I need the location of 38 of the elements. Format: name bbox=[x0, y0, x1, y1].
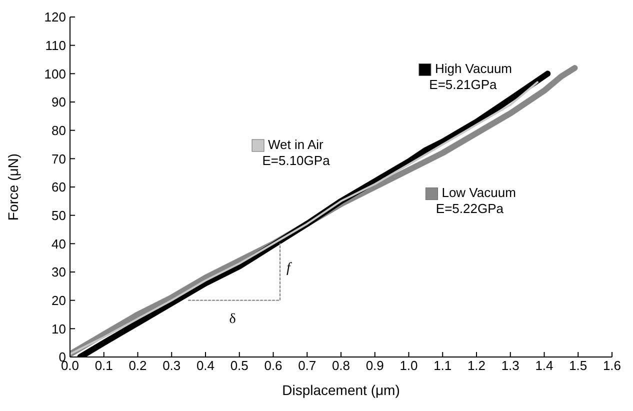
annotation: f bbox=[286, 260, 292, 276]
y-tick-label: 20 bbox=[52, 292, 66, 308]
x-tick-label: 1.6 bbox=[602, 358, 622, 374]
x-tick-label: 0.2 bbox=[128, 358, 147, 374]
x-axis-title: Displacement (μm) bbox=[282, 382, 400, 398]
y-tick-label: 90 bbox=[52, 94, 66, 110]
y-tick-label: 80 bbox=[52, 122, 66, 138]
x-tick-label: 1.0 bbox=[400, 358, 418, 374]
x-tick-label: 1.3 bbox=[501, 358, 520, 374]
y-tick-label: 120 bbox=[44, 10, 66, 25]
annotation: E=5.22GPa bbox=[436, 201, 504, 216]
y-tick-label: 30 bbox=[52, 264, 66, 280]
x-tick-label: 1.1 bbox=[434, 358, 452, 374]
y-tick-label: 10 bbox=[52, 321, 66, 336]
annotation: E=5.10GPa bbox=[262, 152, 331, 168]
annotation: E=5.21GPa bbox=[429, 77, 498, 92]
x-tick-label: 1.5 bbox=[569, 358, 588, 374]
x-tick-label: 1.2 bbox=[467, 358, 486, 374]
y-tick-label: 110 bbox=[45, 38, 66, 53]
y-tick-label: 70 bbox=[52, 151, 66, 166]
x-tick-label: 0.7 bbox=[298, 358, 316, 374]
x-tick-label: 0.1 bbox=[94, 358, 113, 374]
x-tick-label: 0.5 bbox=[230, 358, 248, 374]
y-tick-label: 50 bbox=[52, 208, 66, 223]
x-tick-label: 0.3 bbox=[162, 358, 181, 374]
x-tick-label: 0.9 bbox=[366, 358, 384, 374]
legend-label: Low Vacuum bbox=[442, 185, 516, 200]
y-axis-title: Force (μN) bbox=[4, 153, 21, 221]
x-tick-label: 0.8 bbox=[332, 358, 350, 374]
x-tick-label: 0.4 bbox=[196, 358, 215, 374]
legend-label: High Vacuum bbox=[434, 61, 512, 76]
x-tick-label: 1.4 bbox=[535, 358, 554, 374]
x-tick-label: 0.6 bbox=[264, 358, 282, 374]
y-tick-label: 60 bbox=[52, 180, 66, 195]
y-tick-label: 100 bbox=[44, 66, 66, 82]
legend-label: Wet in Air bbox=[268, 136, 324, 152]
annotation: δ bbox=[229, 312, 236, 327]
y-tick-label: 40 bbox=[52, 236, 66, 252]
